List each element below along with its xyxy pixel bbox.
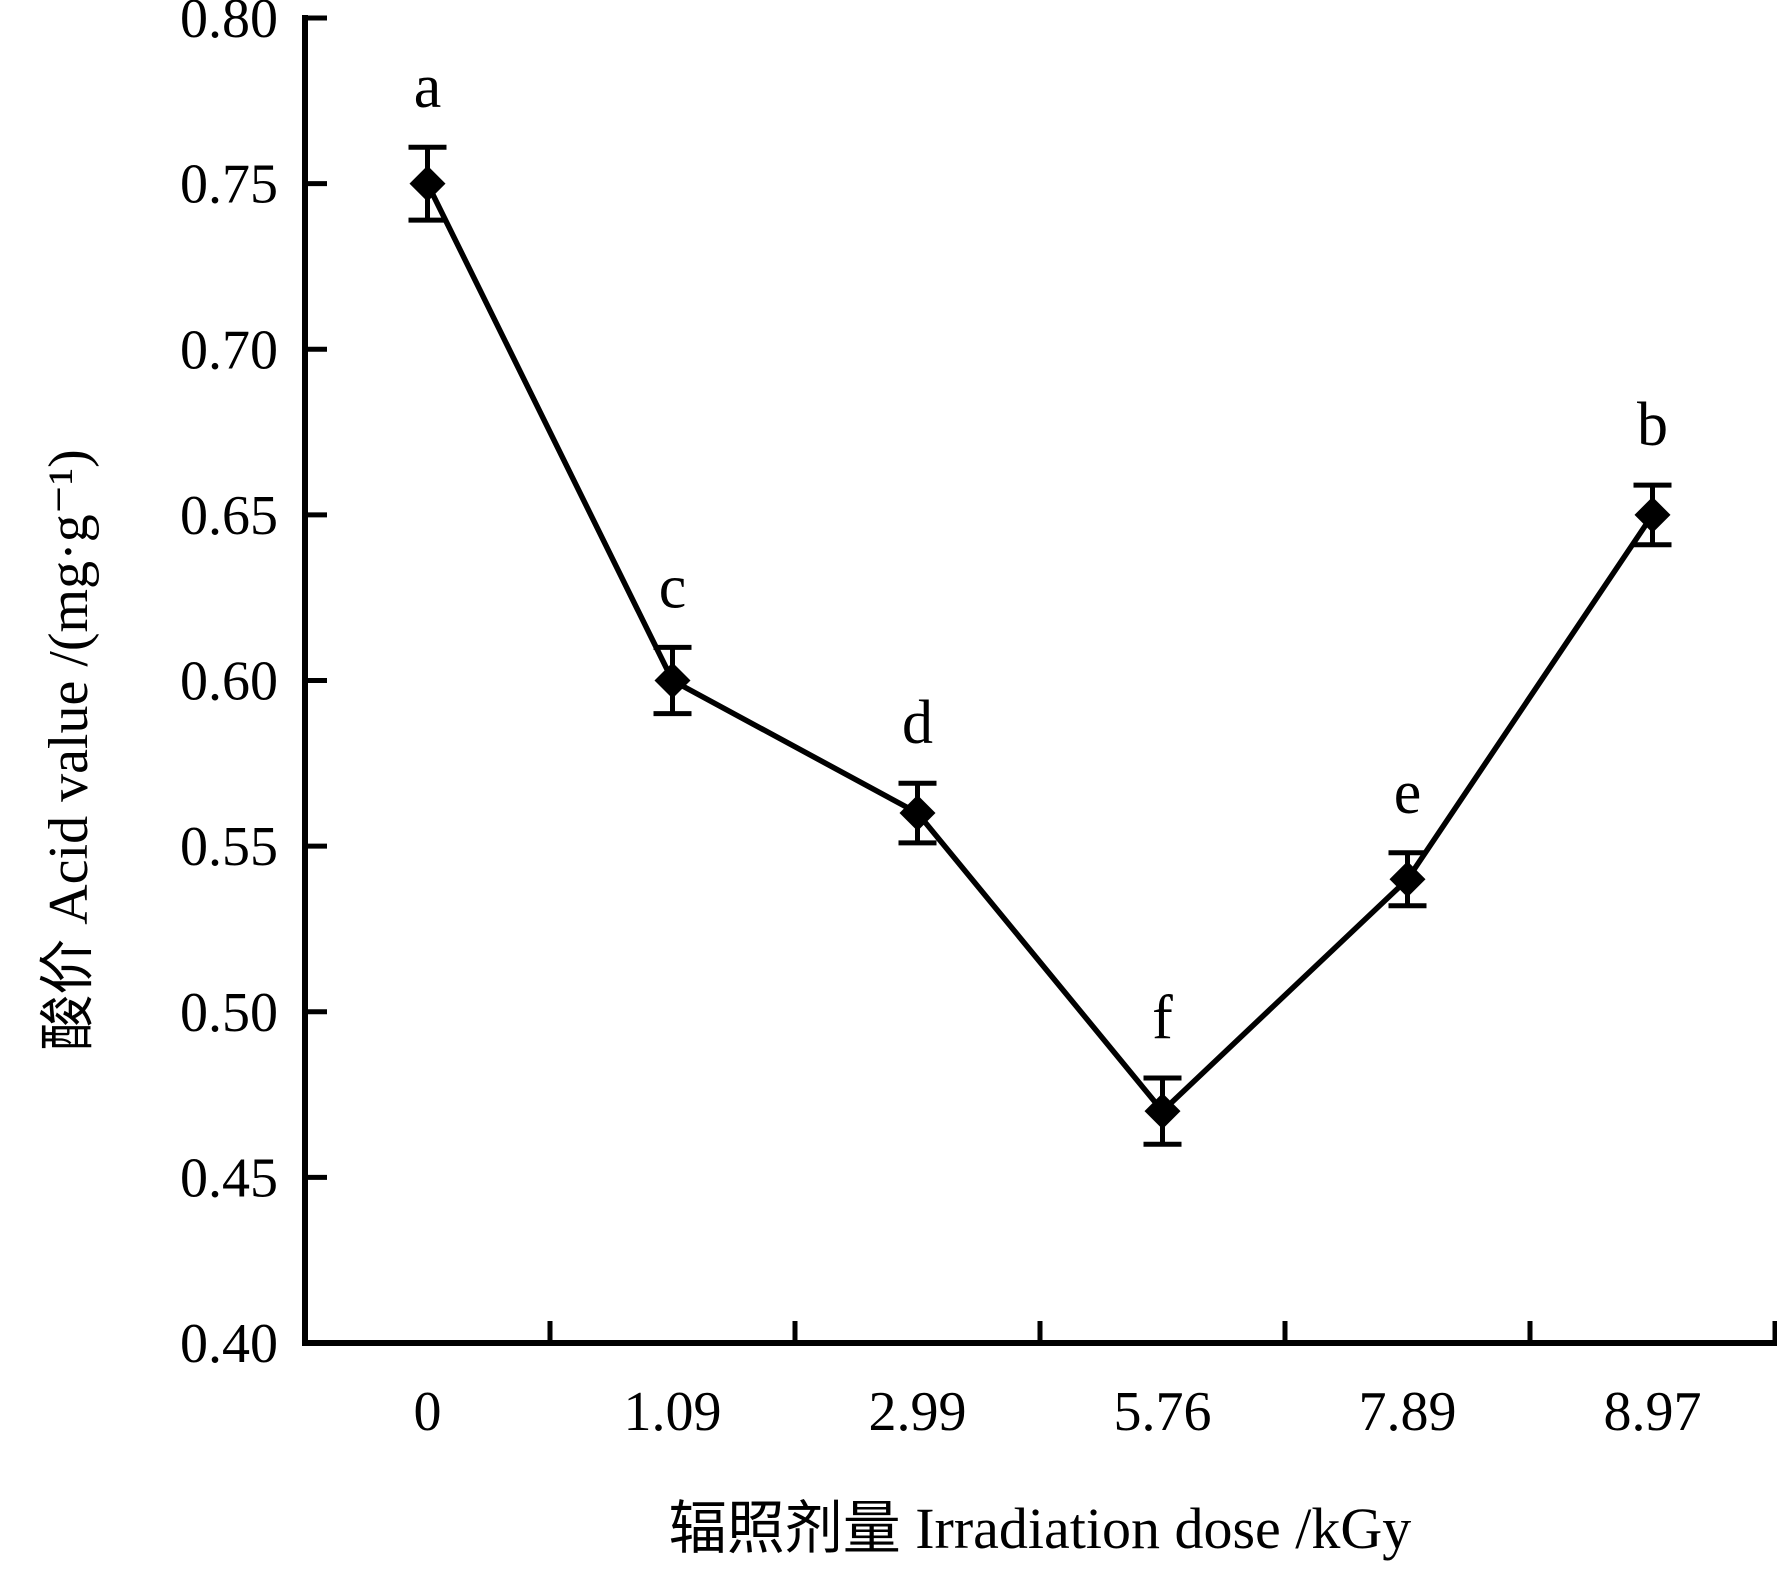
x-tick-label: 7.89 [1359, 1381, 1457, 1443]
diamond-marker [654, 662, 691, 699]
point-label: b [1637, 391, 1668, 459]
diamond-marker [1144, 1093, 1181, 1130]
diamond-marker [1634, 496, 1671, 533]
x-tick-label: 2.99 [869, 1381, 967, 1443]
y-tick-label: 0.40 [180, 1313, 278, 1375]
point-label: f [1152, 984, 1173, 1052]
y-tick-label: 0.75 [180, 154, 278, 216]
point-label: c [659, 553, 687, 621]
y-tick-label: 0.80 [180, 0, 278, 50]
point-label: a [414, 53, 442, 121]
point-label: d [902, 689, 933, 757]
y-tick-label: 0.50 [180, 982, 278, 1044]
x-tick-label: 1.09 [624, 1381, 722, 1443]
y-tick-label: 0.65 [180, 485, 278, 547]
x-tick-label: 0 [414, 1381, 442, 1443]
y-tick-label: 0.45 [180, 1147, 278, 1209]
series-line [425, 182, 1655, 1116]
x-tick-label: 8.97 [1604, 1381, 1702, 1443]
y-tick-label: 0.70 [180, 319, 278, 381]
diamond-marker [1389, 861, 1426, 898]
point-label: e [1394, 759, 1422, 827]
diamond-marker [899, 795, 936, 831]
y-axis-title: 酸价 Acid value /(mg·g⁻¹) [38, 449, 101, 1051]
x-tick-label: 5.76 [1114, 1381, 1212, 1443]
y-tick-label: 0.55 [180, 816, 278, 878]
diamond-marker [409, 165, 446, 202]
y-tick-label: 0.60 [180, 651, 278, 713]
x-axis-title: 辐照剂量 Irradiation dose /kGy [668, 1496, 1412, 1561]
